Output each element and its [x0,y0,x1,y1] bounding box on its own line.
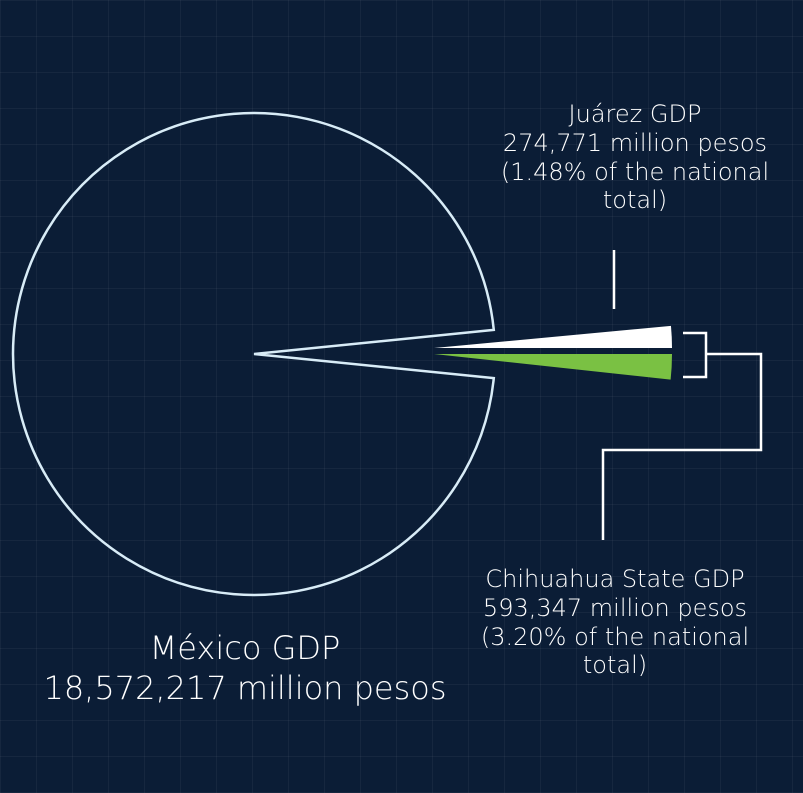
juarez-label-title: Juárez GDP [568,100,702,128]
chihuahua-label-share-end: total) [582,651,648,680]
juarez-label-share-end: total) [602,186,668,215]
pie-slice-mexico [11,111,496,597]
pie-slice-chihuahua [434,354,672,380]
mexico-label: México GDP 18,572,217 million pesos [15,628,475,708]
chihuahua-label-title: Chihuahua State GDP [485,565,745,593]
juarez-label-value: 274,771 million pesos [502,128,768,157]
mexico-label-value: 18,572,217 million pesos [43,669,447,707]
juarez-label: Juárez GDP 274,771 million pesos (1.48% … [470,100,800,215]
chihuahua-bracket [683,331,708,379]
mexico-label-title: México GDP [149,629,341,667]
chihuahua-label-value: 593,347 million pesos [482,593,748,622]
chihuahua-label: Chihuahua State GDP 593,347 million peso… [440,565,790,680]
chihuahua-label-share: (3.20% of the national [480,622,750,651]
juarez-label-share: (1.48% of the national [500,157,770,186]
chihuahua-connector-line [601,352,763,540]
pie-slice-juarez [434,325,672,348]
